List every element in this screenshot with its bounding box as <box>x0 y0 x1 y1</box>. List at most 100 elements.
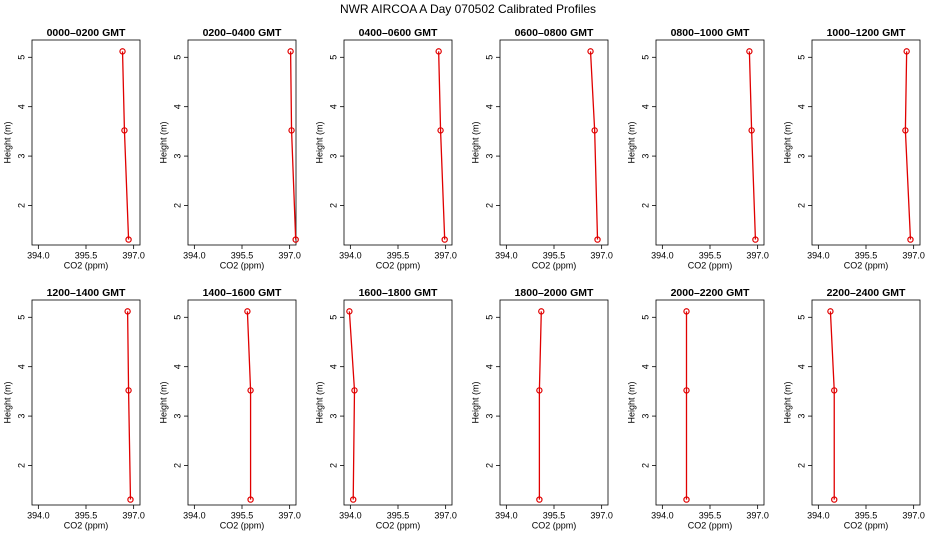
x-tick-label: 394.0 <box>651 250 674 260</box>
data-point <box>247 387 254 394</box>
x-tick-label: 394.0 <box>651 510 674 520</box>
y-axis-label: Height (m) <box>314 121 324 163</box>
data-point <box>121 127 128 134</box>
x-axis-label: CO2 (ppm) <box>376 520 421 530</box>
y-tick-label: 5 <box>16 55 26 60</box>
y-tick-label: 4 <box>172 104 182 109</box>
y-tick-label: 2 <box>484 203 494 208</box>
data-point <box>247 496 254 503</box>
data-point <box>125 236 132 243</box>
y-tick-label: 2 <box>796 203 806 208</box>
x-tick-label: 394.0 <box>495 250 518 260</box>
x-tick-label: 395.5 <box>387 250 410 260</box>
plot-frame <box>343 299 453 506</box>
x-tick-label: 395.5 <box>231 250 254 260</box>
profile-line <box>126 311 132 500</box>
chart-title: NWR AIRCOA A Day 070502 Calibrated Profi… <box>340 2 596 16</box>
plot-frame <box>499 299 609 506</box>
y-tick-label: 4 <box>16 104 26 109</box>
y-tick-label: 4 <box>484 104 494 109</box>
data-point <box>124 308 131 315</box>
plot-frame <box>655 39 765 246</box>
y-tick-label: 4 <box>328 364 338 369</box>
data-point <box>683 308 690 315</box>
y-axis-label: Height (m) <box>2 121 12 163</box>
y-tick-label: 4 <box>640 364 650 369</box>
data-point <box>244 308 251 315</box>
panel-title: 1800–2000 GMT <box>515 287 594 299</box>
panel-title: 1600–1800 GMT <box>359 287 438 299</box>
panel-title: 1400–1600 GMT <box>203 287 282 299</box>
panel-title: 1000–1200 GMT <box>827 27 906 39</box>
plot-frame <box>811 39 921 246</box>
x-axis-label: CO2 (ppm) <box>844 260 889 270</box>
x-tick-label: 395.5 <box>75 250 98 260</box>
x-tick-label: 394.0 <box>495 510 518 520</box>
y-tick-label: 2 <box>796 463 806 468</box>
plot-frame <box>31 299 141 506</box>
y-tick-label: 3 <box>16 154 26 159</box>
y-tick-label: 2 <box>640 203 650 208</box>
y-tick-label: 3 <box>484 414 494 419</box>
y-tick-label: 2 <box>640 463 650 468</box>
x-tick-label: 397.0 <box>902 510 925 520</box>
x-tick-label: 395.5 <box>75 510 98 520</box>
data-point <box>435 48 442 55</box>
y-axis-label: Height (m) <box>782 121 792 163</box>
data-point <box>683 387 690 394</box>
y-tick-label: 3 <box>16 414 26 419</box>
data-point <box>831 387 838 394</box>
plot-frame <box>187 299 297 506</box>
data-point <box>746 48 753 55</box>
y-tick-label: 3 <box>640 154 650 159</box>
y-tick-label: 3 <box>328 154 338 159</box>
y-tick-label: 5 <box>172 315 182 320</box>
x-tick-label: 397.0 <box>902 250 925 260</box>
x-tick-label: 395.5 <box>855 510 878 520</box>
plot-frame <box>187 39 297 246</box>
profile-line <box>589 51 599 240</box>
data-point <box>287 48 294 55</box>
y-tick-label: 5 <box>484 315 494 320</box>
y-tick-label: 3 <box>796 154 806 159</box>
profile-line <box>348 311 356 500</box>
plot-frame <box>655 299 765 506</box>
x-tick-label: 397.0 <box>746 510 769 520</box>
data-point <box>907 236 914 243</box>
x-tick-label: 394.0 <box>339 510 362 520</box>
x-tick-label: 395.5 <box>387 510 410 520</box>
x-axis-label: CO2 (ppm) <box>220 260 265 270</box>
profile-line <box>246 311 252 500</box>
y-tick-label: 4 <box>172 364 182 369</box>
x-tick-label: 394.0 <box>183 250 206 260</box>
y-tick-label: 5 <box>16 315 26 320</box>
x-axis-label: CO2 (ppm) <box>64 520 109 530</box>
y-axis-label: Height (m) <box>158 121 168 163</box>
x-tick-label: 397.0 <box>590 510 613 520</box>
data-point <box>288 127 295 134</box>
y-tick-label: 4 <box>16 364 26 369</box>
panel-title: 0400–0600 GMT <box>359 27 438 39</box>
x-tick-label: 394.0 <box>807 510 830 520</box>
y-tick-label: 5 <box>640 55 650 60</box>
y-axis-label: Height (m) <box>158 381 168 423</box>
x-axis-label: CO2 (ppm) <box>688 260 733 270</box>
y-axis-label: Height (m) <box>2 381 12 423</box>
y-tick-label: 5 <box>796 315 806 320</box>
x-tick-label: 395.5 <box>231 510 254 520</box>
x-tick-label: 397.0 <box>278 510 301 520</box>
data-point <box>587 48 594 55</box>
plot-frame <box>343 39 453 246</box>
data-point <box>125 387 132 394</box>
x-tick-label: 397.0 <box>590 250 613 260</box>
y-axis-label: Height (m) <box>782 381 792 423</box>
y-tick-label: 4 <box>640 104 650 109</box>
y-tick-label: 5 <box>172 55 182 60</box>
data-point <box>594 236 601 243</box>
data-point <box>683 496 690 503</box>
x-tick-label: 395.5 <box>855 250 878 260</box>
data-point <box>119 48 126 55</box>
data-point <box>903 48 910 55</box>
data-point <box>441 236 448 243</box>
data-point <box>127 496 134 503</box>
